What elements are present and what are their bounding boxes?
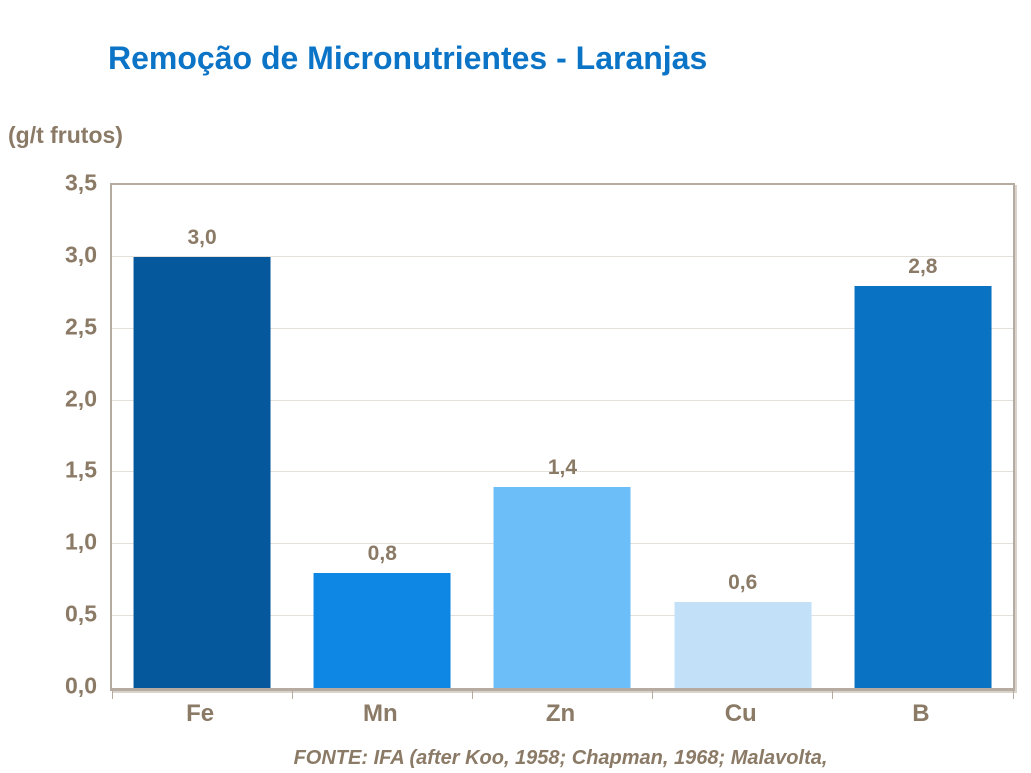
x-category-label-Zn: Zn [545,700,576,727]
bar-value-label-Fe: 3,0 [187,225,217,249]
bar-slot-Fe: 3,0 [112,185,292,688]
y-tick-label: 3,5 [65,169,97,196]
bar-Fe [133,256,271,688]
bar-Mn [313,573,451,688]
x-category-label-Cu: Cu [724,700,757,727]
bar-value-label-Zn: 1,4 [547,455,578,479]
x-category-label-B: B [912,700,930,727]
bar-B [854,285,992,688]
y-axis-labels: 0,0 0,5 1,0 1,5 2,0 2,5 3,0 3,5 [0,170,97,699]
x-tick [1012,691,1014,699]
y-tick-label: 0,0 [65,672,97,699]
bar-slot-Zn: 1,4 [472,185,652,688]
y-tick-label: 0,5 [65,600,97,627]
x-tick [111,691,113,699]
bar-value-label-B: 2,8 [908,254,938,278]
bar-Zn [494,486,631,688]
bar-Cu [674,601,812,688]
x-tick [652,691,654,699]
x-category-label-Fe: Fe [186,700,215,727]
plot-area: 3,0 0,8 1,4 0,6 2,8 [110,183,1015,699]
x-category-label-Mn: Mn [362,700,398,727]
bar-slot-Cu: 0,6 [653,185,833,688]
gridline [112,255,1013,257]
x-tick [832,691,834,699]
x-axis-category-labels: Fe Mn Zn Cu B [110,700,1011,732]
y-tick-label: 2,5 [65,313,97,340]
source-note: FONTE: IFA (after Koo, 1958; Chapman, 19… [293,747,828,769]
bar-slot-B: 2,8 [833,185,1013,688]
x-tick [471,691,473,699]
chart-title: Remoção de Micronutrientes - Laranjas [108,40,708,76]
y-tick-label: 2,0 [65,385,97,412]
y-axis-units-label: (g/t frutos) [8,122,123,148]
x-tick [291,691,293,699]
y-tick-label: 3,0 [65,241,97,268]
gridline [112,327,1013,329]
bar-value-label-Mn: 0,8 [367,542,397,566]
y-tick-label: 1,0 [65,528,97,555]
gridline [112,399,1013,401]
bar-value-label-Cu: 0,6 [728,570,758,594]
bar-slot-Mn: 0,8 [292,185,472,688]
gridline [112,471,1013,473]
y-tick-label: 1,5 [65,456,97,483]
